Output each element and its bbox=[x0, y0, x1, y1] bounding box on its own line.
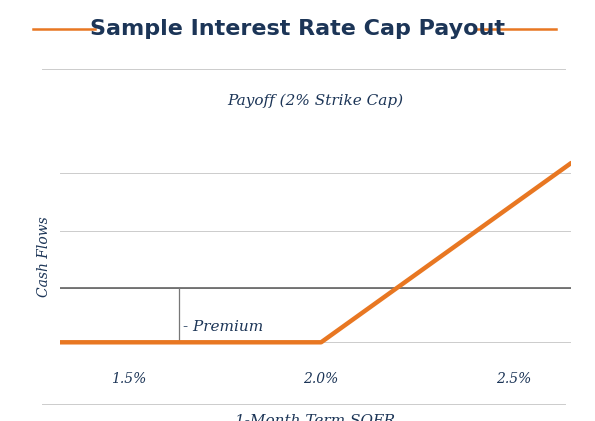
Text: Payoff (2% Strike Cap): Payoff (2% Strike Cap) bbox=[227, 93, 403, 108]
Y-axis label: Cash Flows: Cash Flows bbox=[37, 216, 51, 297]
Text: Sample Interest Rate Cap Payout: Sample Interest Rate Cap Payout bbox=[90, 19, 505, 40]
Text: 1-Month Term SOFR: 1-Month Term SOFR bbox=[235, 414, 396, 421]
Text: - Premium: - Premium bbox=[183, 320, 263, 334]
